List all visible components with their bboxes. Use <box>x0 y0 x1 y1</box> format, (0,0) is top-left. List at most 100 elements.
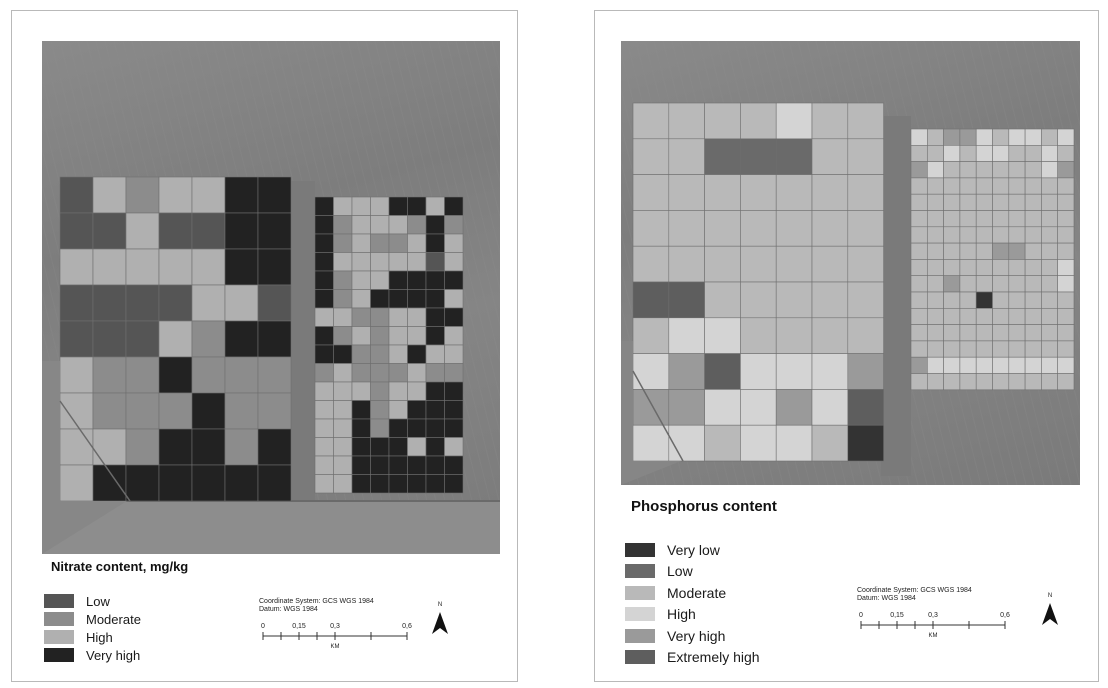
phosphorus-cell <box>926 373 944 391</box>
phosphorus-cell <box>975 193 993 211</box>
legend-swatch <box>625 542 655 557</box>
scale-unit: KM <box>929 633 938 639</box>
phosphorus-cell <box>1041 340 1058 358</box>
nitrate-cell <box>351 215 371 235</box>
phosphorus-cell <box>775 245 813 283</box>
lower-field <box>42 501 500 554</box>
nitrate-cell <box>314 418 334 438</box>
phosphorus-cell <box>632 174 670 211</box>
phosphorus-legend-title: Phosphorus content <box>631 498 777 515</box>
phosphorus-cell <box>811 317 849 354</box>
nitrate-cell <box>351 381 371 401</box>
nitrate-cell <box>333 289 353 309</box>
nitrate-cell <box>92 284 127 322</box>
phosphorus-cell <box>668 389 705 426</box>
nitrate-cell <box>224 392 259 430</box>
nitrate-cell <box>407 418 427 438</box>
legend-swatch <box>44 648 74 662</box>
phosphorus-cell <box>975 373 993 391</box>
phosphorus-scale-bar: 0 0,15 0,3 0,6 KM <box>859 612 1010 639</box>
phosphorus-field-grid <box>621 41 1080 485</box>
nitrate-cell <box>407 344 427 364</box>
legend-swatch <box>44 630 74 644</box>
phosphorus-cell <box>775 138 813 175</box>
nitrate-cell <box>351 418 371 438</box>
phosphorus-cell <box>992 356 1010 374</box>
nitrate-cell <box>224 284 259 322</box>
nitrate-cell <box>444 196 464 216</box>
nitrate-cell <box>59 464 94 502</box>
nitrate-cell <box>191 212 226 250</box>
phosphorus-cell <box>959 340 977 358</box>
phosphorus-cell <box>992 161 1010 179</box>
nitrate-cell <box>351 252 371 272</box>
phosphorus-cell <box>1057 128 1075 146</box>
phosphorus-cell <box>847 174 884 211</box>
phosphorus-cell <box>811 174 849 211</box>
phosphorus-cell <box>926 291 944 309</box>
phosphorus-cell <box>1041 373 1058 391</box>
phosphorus-cell <box>1024 307 1042 325</box>
phosphorus-cell <box>992 373 1010 391</box>
legend-item: Moderate <box>44 610 141 628</box>
legend-label: Very high <box>86 647 141 663</box>
nitrate-cell <box>224 320 259 358</box>
scale-tick-label: 0 <box>859 612 863 619</box>
nitrate-cell <box>333 233 353 253</box>
phosphorus-cell <box>704 102 741 140</box>
phosphorus-cell <box>1057 242 1075 260</box>
legend-label: Extremely high <box>667 649 760 666</box>
nitrate-cell <box>388 252 408 272</box>
phosphorus-cell <box>943 275 961 293</box>
nitrate-cell <box>388 418 408 438</box>
nitrate-cell <box>425 196 445 216</box>
phosphorus-cell <box>910 356 928 374</box>
nitrate-cell <box>388 270 408 290</box>
phosphorus-cell <box>704 245 741 283</box>
nitrate-cell <box>388 289 408 309</box>
nitrate-cell <box>125 284 160 322</box>
aerial-texture <box>1058 41 1080 128</box>
phosphorus-cell <box>910 242 928 260</box>
phosphorus-cell <box>943 291 961 309</box>
phosphorus-cell <box>1008 291 1026 309</box>
phosphorus-cell <box>975 340 993 358</box>
scale-unit: KM <box>331 644 340 650</box>
phosphorus-cell <box>959 324 977 342</box>
phosphorus-cell <box>704 174 741 211</box>
phosphorus-cell <box>704 424 741 462</box>
legend-item: Very low <box>625 539 760 561</box>
nitrate-cell <box>370 455 390 475</box>
phosphorus-cell <box>910 210 928 228</box>
nitrate-cell <box>333 215 353 235</box>
phosphorus-cell <box>1041 226 1058 244</box>
phosphorus-cell <box>975 145 993 162</box>
phosphorus-cell <box>1041 210 1058 228</box>
nitrate-cell <box>191 428 226 466</box>
phosphorus-cell <box>910 226 928 244</box>
phosphorus-cell <box>926 210 944 228</box>
aerial-texture <box>437 41 500 292</box>
nitrate-cell <box>314 400 334 420</box>
phosphorus-cell <box>943 324 961 342</box>
phosphorus-cell <box>943 242 961 260</box>
nitrate-cell <box>425 455 445 475</box>
nitrate-cell <box>257 248 292 286</box>
nitrate-cell <box>125 464 160 502</box>
nitrate-cell <box>224 356 259 394</box>
phosphorus-cell <box>740 138 777 175</box>
nitrate-cell <box>425 418 445 438</box>
phosphorus-cell <box>992 259 1010 276</box>
phosphorus-cell <box>811 424 849 462</box>
phosphorus-cell <box>704 317 741 354</box>
nitrate-cell <box>388 400 408 420</box>
phosphorus-cell <box>668 424 705 462</box>
nitrate-cell <box>370 326 390 346</box>
phosphorus-cell <box>959 373 977 391</box>
phosphorus-cell <box>959 226 977 244</box>
nitrate-cell <box>191 320 226 358</box>
nitrate-cell <box>333 400 353 420</box>
nitrate-cell <box>370 381 390 401</box>
phosphorus-cell <box>910 177 928 195</box>
phosphorus-cell <box>1057 259 1075 276</box>
